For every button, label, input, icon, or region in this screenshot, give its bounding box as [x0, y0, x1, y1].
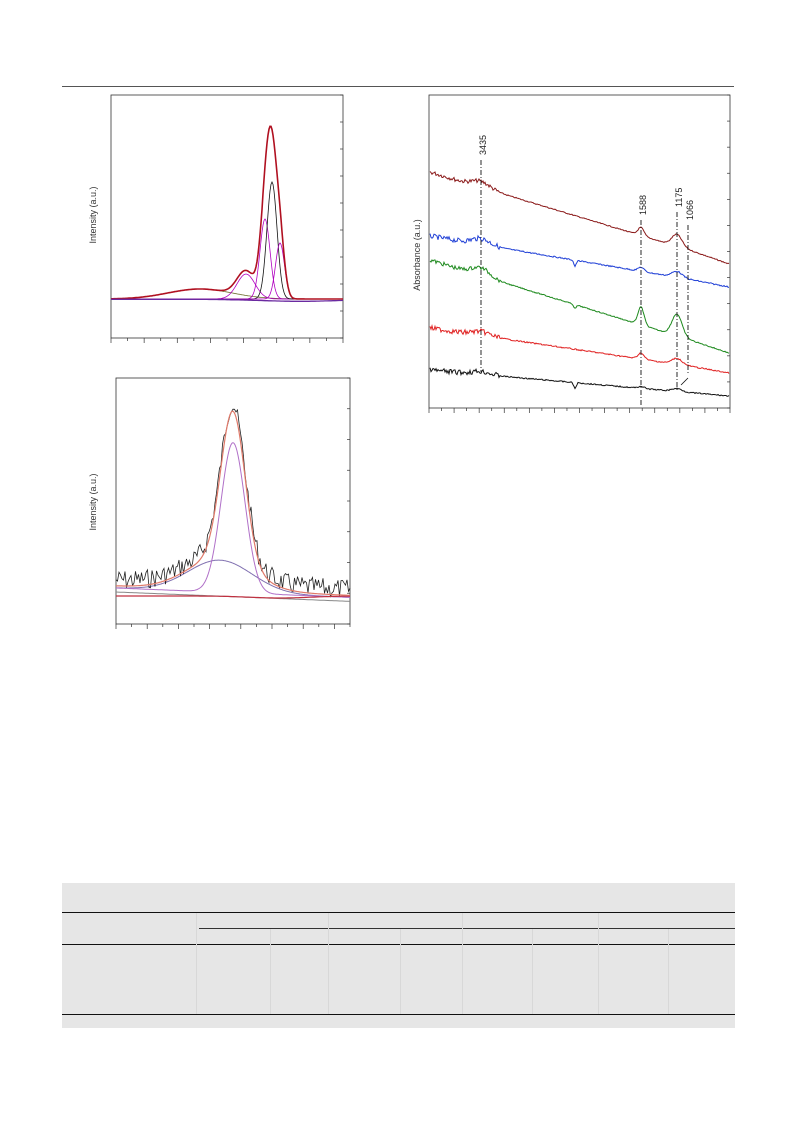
xps-lower-panel: Intensity (a.u.) — [88, 377, 351, 629]
xps-upper-ticks — [110, 94, 344, 343]
ftir-leader-1066 — [680, 377, 689, 386]
table-bottom-rule — [62, 1014, 735, 1015]
ftir-trace-5 — [429, 367, 730, 397]
table-col-divider — [328, 913, 329, 1014]
xps-upper-frame — [110, 94, 344, 339]
ftir-ylabel: Absorbance (a.u.) — [412, 219, 422, 291]
xps-upper-ylabel: Intensity (a.u.) — [88, 186, 98, 243]
xps-lower-background — [116, 595, 351, 599]
table-col-divider — [668, 929, 669, 1014]
table-col-divider — [462, 913, 463, 1014]
ftir-trace-3 — [429, 259, 730, 354]
ftir-ticks — [428, 94, 731, 413]
ftir-peak-label-1588: 1588 — [638, 195, 648, 215]
ftir-trace-4 — [429, 324, 730, 374]
xps-upper-baseline — [111, 298, 344, 302]
xps-upper-envelope — [111, 125, 343, 300]
ftir-panel: Absorbance (a.u.) 3435 1588 1175 1066 — [412, 94, 731, 413]
ftir-trace-1 — [429, 171, 730, 265]
xps-lower-frame — [115, 377, 351, 625]
table-col-divider — [270, 929, 271, 1014]
ftir-trace-2 — [429, 233, 730, 288]
xps-lower-fit — [115, 410, 351, 596]
xps-upper-panel: Intensity (a.u.) — [88, 94, 344, 343]
table-col-divider — [598, 913, 599, 1014]
table-top-rule — [62, 912, 735, 913]
ftir-curves — [429, 171, 730, 397]
xps-lower-ticks — [115, 377, 351, 629]
xps-upper-curves — [111, 125, 344, 302]
table-col-divider — [532, 929, 533, 1014]
xps-lower-curves — [115, 408, 351, 602]
xps-lower-ylabel: Intensity (a.u.) — [88, 473, 98, 530]
table-header-rule — [62, 944, 735, 945]
data-table — [62, 883, 735, 1028]
table-header-subrule — [199, 928, 735, 929]
table-col-divider — [400, 929, 401, 1014]
ftir-peak-label-3435: 3435 — [478, 135, 488, 155]
ftir-peak-label-1066: 1066 — [685, 200, 695, 220]
table-col-divider — [196, 913, 197, 1014]
xps-lower-component-narrow — [116, 442, 351, 598]
ftir-peak-label-1175: 1175 — [674, 188, 684, 207]
ftir-frame — [428, 94, 731, 409]
xps-lower-raw — [115, 408, 351, 598]
header-rule — [62, 86, 734, 87]
